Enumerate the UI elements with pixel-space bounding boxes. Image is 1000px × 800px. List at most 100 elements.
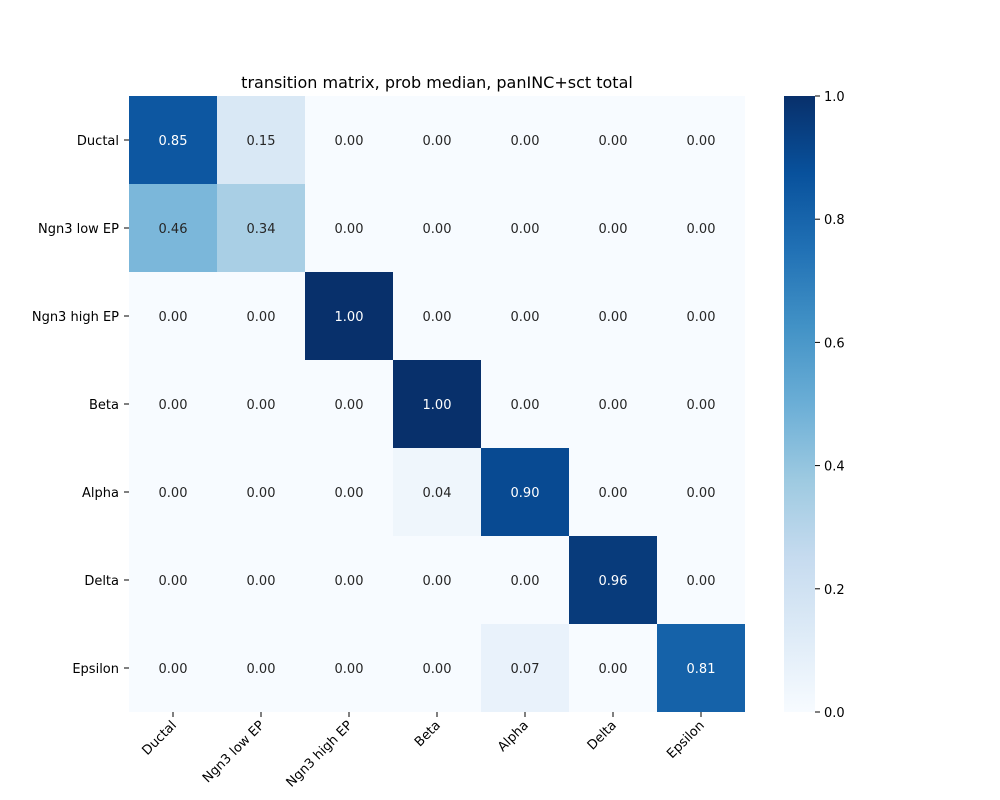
cell-value-label: 0.00 xyxy=(599,310,628,325)
cell-value-label: 0.00 xyxy=(511,222,540,237)
heatmap-cell xyxy=(481,360,569,448)
cell-value-label: 0.04 xyxy=(423,486,452,501)
colorbar-tick-label: 0.6 xyxy=(824,336,845,351)
cell-value-label: 0.00 xyxy=(159,398,188,413)
x-tick-label: Beta xyxy=(412,718,444,750)
cell-value-label: 0.90 xyxy=(511,486,540,501)
cell-value-label: 0.00 xyxy=(159,310,188,325)
cell-value-label: 0.00 xyxy=(687,134,716,149)
cell-value-label: 0.00 xyxy=(687,398,716,413)
x-tick-label: Alpha xyxy=(495,718,532,755)
heatmap-cell xyxy=(217,624,305,712)
cell-value-label: 0.00 xyxy=(511,398,540,413)
cell-value-label: 0.00 xyxy=(511,310,540,325)
cell-value-label: 0.00 xyxy=(247,662,276,677)
cell-value-label: 0.00 xyxy=(335,662,364,677)
cell-value-label: 0.81 xyxy=(687,662,716,677)
heatmap-cell xyxy=(481,272,569,360)
heatmap-cell xyxy=(657,624,745,712)
cell-value-labels: 0.85 0.15 0.00 0.00 0.00 0.00 0.00 0.46 0.34 0.00… xyxy=(159,134,716,677)
cell-value-label: 0.96 xyxy=(599,574,628,589)
heatmap-cell xyxy=(393,624,481,712)
cell-value-label: 0.00 xyxy=(247,486,276,501)
heatmap-cell xyxy=(305,624,393,712)
heatmap-cell xyxy=(217,184,305,272)
cell-value-label: 0.00 xyxy=(687,574,716,589)
heatmap-cells xyxy=(129,96,745,712)
cell-value-label: 0.00 xyxy=(335,222,364,237)
heatmap-cell xyxy=(481,448,569,536)
cell-value-label: 0.34 xyxy=(247,222,276,237)
cell-value-label: 0.00 xyxy=(599,398,628,413)
cell-value-label: 1.00 xyxy=(335,310,364,325)
y-tick-label: Alpha xyxy=(82,486,119,501)
y-tick-label: Ngn3 low EP xyxy=(38,222,119,237)
cell-value-label: 0.00 xyxy=(247,574,276,589)
heatmap-cell xyxy=(217,448,305,536)
y-tick-label: Delta xyxy=(84,574,119,589)
cell-value-label: 0.00 xyxy=(599,662,628,677)
heatmap-cell xyxy=(393,448,481,536)
heatmap-cell xyxy=(129,536,217,624)
cell-value-label: 0.85 xyxy=(159,134,188,149)
heatmap-cell xyxy=(569,536,657,624)
x-tick-label: Delta xyxy=(585,718,620,753)
heatmap-cell xyxy=(217,360,305,448)
y-tick-label: Ngn3 high EP xyxy=(32,310,119,325)
heatmap-cell xyxy=(481,96,569,184)
cell-value-label: 0.00 xyxy=(511,574,540,589)
colorbar-gradient xyxy=(784,96,815,712)
cell-value-label: 0.07 xyxy=(511,662,540,677)
heatmap-cell xyxy=(217,96,305,184)
heatmap-cell xyxy=(657,272,745,360)
cell-value-label: 0.00 xyxy=(159,662,188,677)
heatmap-cell xyxy=(305,96,393,184)
cell-value-label: 0.00 xyxy=(423,134,452,149)
colorbar-tick-label: 0.2 xyxy=(824,583,845,598)
heatmap-cell xyxy=(217,272,305,360)
cell-value-label: 0.00 xyxy=(247,310,276,325)
heatmap-cell xyxy=(393,272,481,360)
cell-value-label: 0.15 xyxy=(247,134,276,149)
y-axis: Ductal Ngn3 low EP Ngn3 high EP Beta Alpha De… xyxy=(32,134,129,677)
cell-value-label: 0.46 xyxy=(159,222,188,237)
heatmap-cell xyxy=(393,184,481,272)
heatmap-cell xyxy=(393,536,481,624)
heatmap-cell xyxy=(657,96,745,184)
heatmap-cell xyxy=(305,184,393,272)
colorbar-tick-label: 0.0 xyxy=(824,706,845,721)
y-tick-label: Ductal xyxy=(77,134,119,149)
heatmap-cell xyxy=(657,448,745,536)
heatmap-cell xyxy=(569,360,657,448)
cell-value-label: 0.00 xyxy=(687,310,716,325)
x-axis: Ductal Ngn3 low EP Ngn3 high EP Beta Alpha De… xyxy=(139,712,708,790)
heatmap-cell xyxy=(305,360,393,448)
heatmap-cell xyxy=(393,360,481,448)
heatmap-cell xyxy=(129,624,217,712)
heatmap-cell xyxy=(569,96,657,184)
heatmap-cell xyxy=(569,624,657,712)
heatmap-cell xyxy=(569,272,657,360)
cell-value-label: 0.00 xyxy=(335,398,364,413)
heatmap-cell xyxy=(481,624,569,712)
cell-value-label: 0.00 xyxy=(687,222,716,237)
y-tick-label: Beta xyxy=(89,398,119,413)
heatmap-cell xyxy=(657,184,745,272)
cell-value-label: 0.00 xyxy=(423,574,452,589)
chart-title: transition matrix, prob median, panINC+s… xyxy=(241,73,633,92)
heatmap-cell xyxy=(569,448,657,536)
heatmap-cell xyxy=(305,272,393,360)
cell-value-label: 0.00 xyxy=(599,134,628,149)
heatmap-cell xyxy=(481,536,569,624)
colorbar-tick-label: 0.8 xyxy=(824,213,845,228)
cell-value-label: 0.00 xyxy=(423,662,452,677)
x-tick-label: Epsilon xyxy=(664,718,708,762)
x-tick-label: Ngn3 high EP xyxy=(284,718,356,790)
heatmap-cell xyxy=(129,272,217,360)
heatmap-cell xyxy=(129,360,217,448)
cell-value-label: 1.00 xyxy=(423,398,452,413)
x-tick-label: Ngn3 low EP xyxy=(200,718,268,786)
cell-value-label: 0.00 xyxy=(159,486,188,501)
cell-value-label: 0.00 xyxy=(423,310,452,325)
heatmap-cell xyxy=(129,184,217,272)
